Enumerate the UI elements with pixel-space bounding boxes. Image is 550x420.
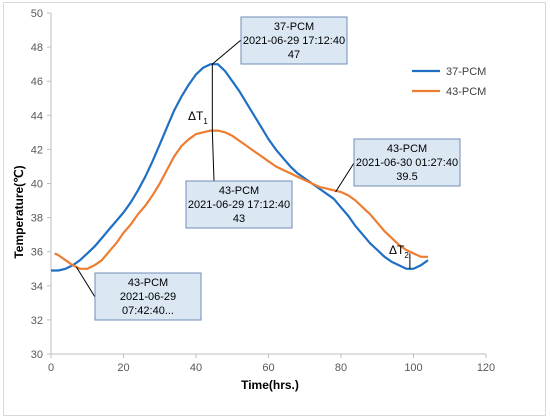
delta-t1-label: ΔT1 bbox=[188, 109, 208, 126]
data-callout: 43-PCM 2021-06-30 01:27:40 39.5 bbox=[335, 138, 461, 193]
callout-box bbox=[240, 16, 348, 65]
x-tick-label: 100 bbox=[404, 362, 422, 374]
y-tick-label: 32 bbox=[31, 315, 43, 327]
x-tick-label: 0 bbox=[48, 362, 54, 374]
delta-layer: ΔT1 ΔT2 bbox=[188, 64, 411, 269]
series-layer bbox=[51, 63, 429, 272]
series-line-37-pcm bbox=[51, 63, 429, 272]
callout-text-line: 43-PCM bbox=[128, 277, 168, 289]
callout-layer: 37-PCM 2021-06-29 17:12:40 47 43-PCM 2021-06… bbox=[75, 16, 461, 321]
legend-label-37-pcm: 37-PCM bbox=[446, 66, 486, 78]
axes: 0 20 40 60 80 100 120 30 32 34 36 38 40 42 44 46 48 50 bbox=[31, 8, 495, 374]
y-tick-label: 50 bbox=[31, 8, 43, 20]
callout-leader bbox=[211, 39, 242, 65]
y-tick-label: 40 bbox=[31, 179, 43, 191]
callout-text-line: 43-PCM bbox=[219, 185, 259, 197]
series-line-43-pcm bbox=[54, 129, 428, 270]
callout-text-line: 37-PCM bbox=[274, 21, 314, 33]
callout-leader bbox=[335, 162, 355, 193]
y-tick-label: 36 bbox=[31, 247, 43, 259]
x-tick-label: 120 bbox=[477, 362, 495, 374]
callout-box bbox=[94, 272, 202, 321]
callout-text-line: 2021-06-29 17:12:40 bbox=[243, 35, 345, 47]
y-tick-label: 30 bbox=[31, 349, 43, 361]
x-tick-label: 80 bbox=[335, 362, 347, 374]
y-axis-title: Temperature(℃) bbox=[12, 165, 26, 258]
callout-leader bbox=[211, 130, 215, 182]
callout-text-line: 07:42:40... bbox=[122, 305, 174, 317]
callout-leader bbox=[75, 266, 96, 298]
callout-text-line: 43 bbox=[233, 213, 245, 225]
x-tick-label: 20 bbox=[117, 362, 129, 374]
x-axis-title: Time(hrs.) bbox=[241, 378, 299, 392]
data-callout: 43-PCM 2021-06-29 17:12:40 43 bbox=[185, 130, 293, 229]
data-callout: 37-PCM 2021-06-29 17:12:40 47 bbox=[211, 16, 348, 65]
callout-box bbox=[353, 138, 461, 187]
y-tick-label: 46 bbox=[31, 76, 43, 88]
callout-text-line: 2021-06-30 01:27:40 bbox=[356, 157, 458, 169]
legend: 37-PCM 43-PCM bbox=[412, 66, 486, 98]
delta-t2-label: ΔT2 bbox=[389, 243, 409, 260]
y-tick-label: 38 bbox=[31, 213, 43, 225]
callout-text-line: 39.5 bbox=[396, 171, 417, 183]
y-tick-label: 42 bbox=[31, 144, 43, 156]
callout-text-line: 47 bbox=[288, 49, 300, 61]
y-tick-label: 44 bbox=[31, 110, 43, 122]
data-callout: 43-PCM 2021-06-29 07:42:40... bbox=[75, 266, 202, 321]
y-tick-label: 48 bbox=[31, 42, 43, 54]
x-tick-label: 60 bbox=[262, 362, 274, 374]
callout-text-line: 2021-06-29 bbox=[120, 291, 176, 303]
legend-label-43-pcm: 43-PCM bbox=[446, 86, 486, 98]
x-tick-label: 40 bbox=[190, 362, 202, 374]
callout-text-line: 2021-06-29 17:12:40 bbox=[188, 199, 290, 211]
callout-box bbox=[185, 180, 293, 229]
y-tick-label: 34 bbox=[31, 281, 43, 293]
callout-text-line: 43-PCM bbox=[387, 143, 427, 155]
